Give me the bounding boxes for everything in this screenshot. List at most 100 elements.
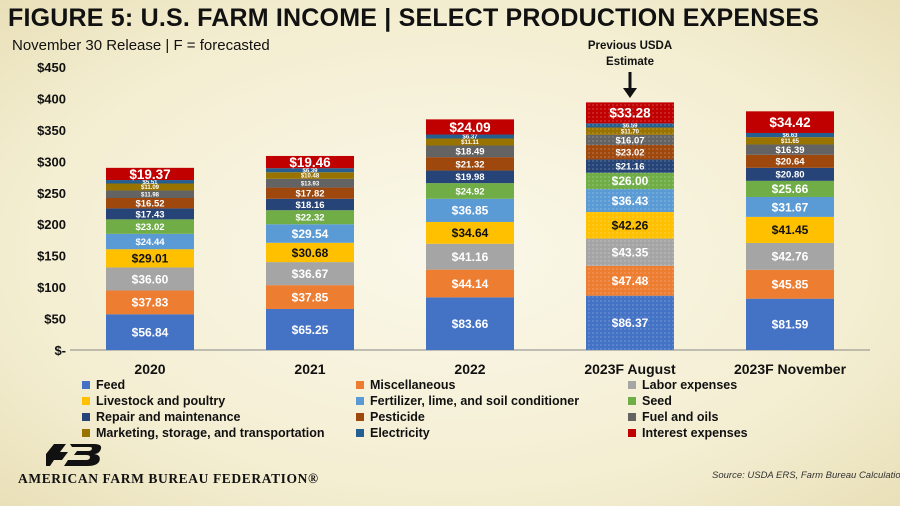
data-label: $18.49 (455, 147, 484, 158)
annotation-line-2: Estimate (606, 56, 654, 68)
data-label: $23.02 (135, 222, 164, 233)
legend-item: Marketing, storage, and transportation (82, 426, 325, 440)
data-label: $6.59 (622, 124, 638, 130)
x-tick-label: 2020 (134, 361, 165, 377)
chart-title: FIGURE 5: U.S. FARM INCOME | SELECT PROD… (8, 4, 820, 32)
bar-segment-texture (586, 295, 674, 350)
data-label: $24.92 (455, 186, 484, 197)
y-tick-label: $450 (37, 60, 66, 75)
data-label: $29.01 (132, 252, 169, 266)
bar-segment-texture (586, 211, 674, 239)
bar-segment (266, 187, 354, 199)
data-label: $13.93 (301, 181, 320, 187)
data-label: $65.25 (292, 323, 329, 337)
bar-segment (746, 132, 834, 138)
data-label: $26.00 (612, 174, 649, 188)
y-tick-label: $50 (44, 312, 66, 327)
bar-segment (266, 242, 354, 263)
data-label: $6.37 (462, 135, 478, 141)
y-tick-label: $- (54, 343, 66, 358)
x-tick-label: 2023F November (734, 361, 847, 377)
bar-segment (746, 137, 834, 145)
legend-item: Electricity (356, 426, 430, 440)
data-label: $16.52 (135, 199, 164, 210)
data-label: $22.32 (295, 213, 324, 224)
data-label: $17.82 (295, 189, 324, 200)
bar-segment (266, 168, 354, 173)
bar-segment (426, 183, 514, 199)
bar-segment (746, 242, 834, 270)
legend-label: Seed (642, 394, 672, 408)
bar-segment (426, 134, 514, 139)
data-label: $47.48 (612, 274, 649, 288)
bar-segment (106, 290, 194, 315)
legend-swatch (82, 381, 90, 389)
y-tick-label: $250 (37, 186, 66, 201)
bar-segment-texture (586, 144, 674, 160)
legend-label: Repair and maintenance (96, 410, 241, 424)
x-tick-label: 2021 (294, 361, 325, 377)
source-note: Source: USDA ERS, Farm Bureau Calculatio… (712, 470, 900, 481)
data-label: $11.11 (461, 140, 479, 146)
bar-segment-texture (586, 134, 674, 145)
bar-segment (106, 183, 194, 191)
bar-segment (746, 269, 834, 299)
legend-label: Electricity (370, 426, 430, 440)
bar-segment-texture (586, 102, 674, 124)
data-label: $20.80 (775, 170, 804, 181)
legend-label: Miscellaneous (370, 378, 456, 392)
x-tick-label: 2022 (454, 361, 485, 377)
bar-segment (426, 157, 514, 171)
bar-segment-texture (586, 172, 674, 190)
data-label: $24.09 (449, 120, 490, 135)
data-label: $41.16 (452, 250, 489, 264)
bar-segment (746, 167, 834, 181)
bar-segment (746, 216, 834, 243)
legend-label: Fertilizer, lime, and soil conditioner (370, 394, 580, 408)
data-label: $11.70 (621, 129, 640, 135)
bar-segment (746, 196, 834, 217)
bar-segment (426, 221, 514, 244)
legend-label: Pesticide (370, 410, 425, 424)
data-label: $41.45 (772, 223, 809, 237)
bar-segment (106, 167, 194, 181)
bar-segment (426, 243, 514, 270)
data-label: $18.16 (295, 200, 324, 211)
legend-label: Labor expenses (642, 378, 738, 392)
bar-segment (266, 198, 354, 211)
data-label: $81.59 (772, 318, 809, 332)
data-label: $17.43 (135, 209, 164, 220)
chart-subtitle: November 30 Release | F = forecasted (12, 37, 270, 54)
bar-segment (106, 198, 194, 209)
bar-segment-texture (586, 265, 674, 296)
legend-item: Seed (628, 394, 672, 408)
legend-swatch (82, 397, 90, 405)
bar-segment (266, 285, 354, 309)
legend-label: Fuel and oils (642, 410, 719, 424)
bar-segment (426, 297, 514, 350)
data-label: $19.46 (289, 155, 331, 170)
data-label: $23.02 (615, 148, 644, 159)
legend-label: Marketing, storage, and transportation (96, 426, 325, 440)
data-label: $42.26 (612, 219, 649, 233)
x-tick-label: 2023F August (584, 361, 676, 377)
bar-segment (266, 178, 354, 188)
y-tick-label: $300 (37, 154, 66, 169)
data-label: $36.43 (612, 194, 649, 208)
data-label: $36.85 (452, 204, 489, 218)
y-tick-label: $400 (37, 91, 66, 106)
legend-swatch (356, 429, 364, 437)
data-label: $16.39 (775, 145, 804, 156)
data-label: $31.67 (772, 200, 809, 214)
bar-segment (106, 190, 194, 199)
data-label: $6.39 (302, 168, 318, 174)
legend-swatch (356, 397, 364, 405)
bar-segment (106, 314, 194, 350)
bar-segment (266, 172, 354, 179)
legend-swatch (82, 413, 90, 421)
data-label: $20.64 (775, 157, 805, 168)
bar-segment (266, 224, 354, 243)
bar-segment-texture (586, 159, 674, 173)
y-tick-label: $100 (37, 280, 66, 295)
